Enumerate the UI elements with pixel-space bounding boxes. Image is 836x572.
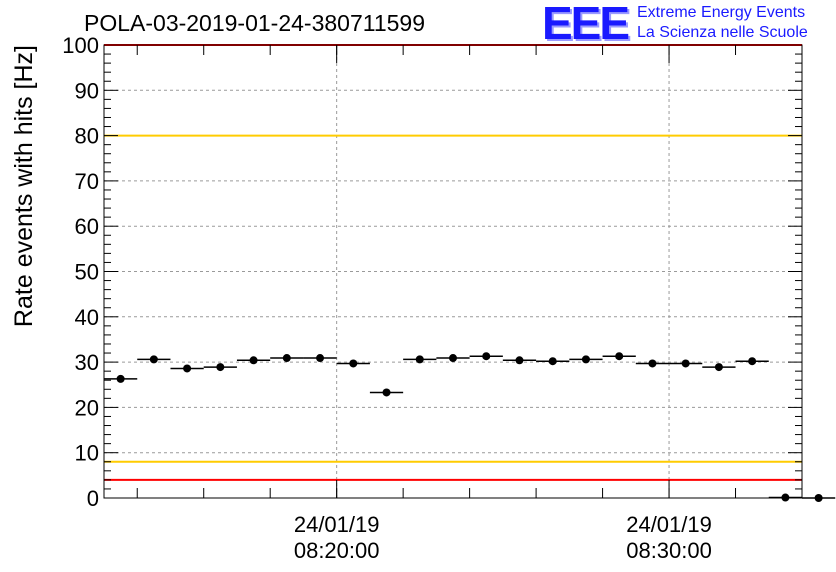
y-tick-label: 20 <box>75 395 99 420</box>
data-point <box>714 363 723 372</box>
grid-lines <box>104 45 802 498</box>
data-point <box>515 356 524 365</box>
data-point <box>116 374 125 383</box>
reference-lines <box>104 44 802 481</box>
y-tick-label: 0 <box>87 486 99 511</box>
eee-logo-line1: Extreme Energy Events <box>637 4 806 21</box>
data-point <box>249 356 258 365</box>
eee-logo: EEE Extreme Energy Events La Scienza nel… <box>542 0 832 49</box>
chart-title: POLA-03-2019-01-24-380711599 <box>84 10 425 36</box>
x-tick-date: 24/01/19 <box>626 512 712 537</box>
data-point <box>282 354 291 363</box>
data-point <box>482 352 491 361</box>
data-points <box>104 352 836 502</box>
data-point <box>648 359 657 368</box>
x-tick-time: 08:20:00 <box>294 538 380 563</box>
y-tick-label: 90 <box>75 78 99 103</box>
y-tick-label: 50 <box>75 260 99 285</box>
y-tick-label: 80 <box>75 124 99 149</box>
eee-logo-mark: EEE <box>542 0 630 49</box>
y-tick-label: 10 <box>75 441 99 466</box>
y-tick-label: 70 <box>75 169 99 194</box>
axis-ticks <box>104 44 802 499</box>
data-point <box>316 354 325 363</box>
data-point <box>814 494 823 502</box>
data-point <box>781 493 790 502</box>
y-tick-labels: 0 10 20 30 40 50 60 70 80 90 100 <box>62 33 99 511</box>
data-point <box>415 355 424 364</box>
data-point <box>349 359 358 368</box>
y-tick-label: 30 <box>75 350 99 375</box>
y-tick-label: 100 <box>62 33 99 58</box>
data-point <box>216 363 225 372</box>
data-point <box>382 388 391 397</box>
y-tick-label: 40 <box>75 305 99 330</box>
y-tick-label: 60 <box>75 214 99 239</box>
x-tick-time: 08:30:00 <box>626 538 712 563</box>
data-point <box>681 359 690 368</box>
data-point <box>581 355 590 364</box>
y-axis-title: Rate events with hits [Hz] <box>10 45 38 327</box>
x-tick-date: 24/01/19 <box>294 512 380 537</box>
data-point <box>149 355 158 364</box>
data-point <box>748 357 757 366</box>
data-point <box>615 352 624 361</box>
data-point <box>183 364 192 373</box>
eee-logo-line2: La Scienza nelle Scuole <box>637 24 808 41</box>
data-point <box>449 354 457 363</box>
data-point <box>548 357 557 366</box>
